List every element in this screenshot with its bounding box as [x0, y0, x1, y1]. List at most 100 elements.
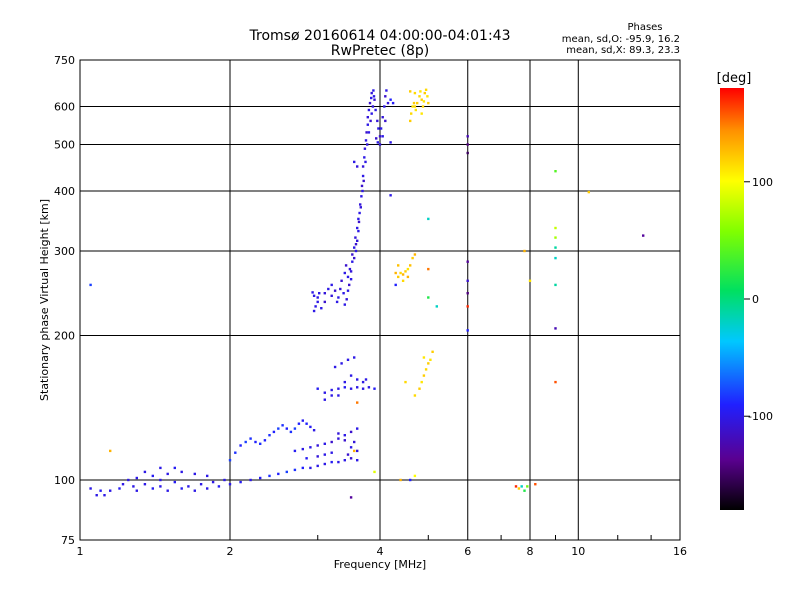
data-point [259, 442, 262, 445]
data-point [272, 430, 276, 434]
data-point [285, 427, 288, 430]
data-point [301, 419, 304, 422]
data-point [330, 460, 333, 464]
data-point [343, 439, 346, 442]
data-point [362, 179, 365, 183]
data-point [397, 275, 400, 279]
data-point [376, 119, 379, 123]
data-point [359, 206, 362, 209]
data-point [554, 226, 557, 230]
data-point [426, 95, 429, 98]
data-point [316, 464, 319, 468]
data-point [422, 356, 426, 359]
data-point [435, 305, 438, 308]
data-point [406, 267, 410, 271]
data-point [422, 100, 426, 103]
data-point [389, 98, 392, 101]
data-point [356, 239, 359, 242]
x-tick-label: 16 [673, 545, 687, 558]
data-point [401, 279, 405, 282]
data-point [427, 101, 430, 105]
data-point [330, 394, 333, 397]
data-point [249, 437, 252, 440]
data-point [159, 478, 162, 482]
data-point [323, 391, 326, 394]
data-point [340, 362, 343, 365]
data-point [333, 365, 337, 369]
data-point [249, 478, 252, 482]
data-point [554, 170, 557, 173]
data-point [318, 292, 321, 295]
data-point [378, 135, 382, 138]
data-point [293, 468, 297, 472]
data-point [420, 380, 423, 384]
data-point [404, 380, 407, 384]
data-point [361, 387, 365, 390]
data-point [263, 439, 267, 442]
data-point [373, 470, 376, 474]
data-point [356, 386, 359, 389]
data-point [173, 466, 176, 470]
data-point [366, 123, 369, 126]
data-point [353, 440, 356, 444]
data-point [399, 271, 402, 275]
data-point [523, 249, 526, 253]
data-point [554, 283, 557, 287]
data-point [356, 226, 359, 230]
data-point [363, 147, 367, 150]
colorbar-label: [deg] [717, 71, 752, 86]
data-point [389, 141, 392, 144]
data-point [337, 437, 340, 440]
data-point [199, 483, 203, 486]
y-tick-label: 400 [54, 185, 75, 198]
data-point [642, 234, 645, 237]
data-point [340, 279, 343, 282]
data-point [89, 283, 92, 287]
data-point [410, 112, 413, 115]
data-points [89, 88, 645, 499]
data-point [346, 275, 350, 279]
stats-line-x: mean, sd,X: 89.3, 23.3 [566, 45, 680, 56]
data-point [354, 236, 357, 239]
data-point [357, 217, 360, 221]
data-point [587, 190, 590, 194]
data-point [349, 374, 353, 377]
data-point [412, 101, 416, 105]
data-point [404, 270, 407, 273]
y-tick-label: 300 [54, 245, 75, 258]
data-point [356, 401, 359, 404]
data-point [528, 279, 532, 282]
data-point [337, 460, 340, 464]
data-point [311, 291, 314, 294]
data-point [431, 350, 434, 353]
data-point [384, 119, 387, 123]
data-point [103, 494, 106, 497]
data-point [353, 246, 356, 249]
data-point [193, 472, 196, 476]
data-point [514, 485, 518, 488]
data-point [327, 287, 330, 291]
data-point [554, 380, 557, 384]
data-point [360, 184, 364, 188]
data-point [413, 105, 417, 108]
data-point [370, 112, 373, 115]
data-point [554, 246, 557, 249]
data-point [422, 374, 426, 377]
data-point [364, 378, 368, 381]
colorbar [720, 88, 744, 510]
data-point [277, 427, 280, 430]
data-point [366, 116, 369, 119]
data-point [330, 440, 333, 444]
data-point [389, 194, 392, 197]
data-point [418, 95, 421, 98]
data-point [254, 440, 257, 444]
data-point [346, 289, 350, 292]
data-point [373, 98, 376, 101]
data-point [364, 139, 368, 142]
data-point [281, 424, 284, 427]
data-point [413, 394, 417, 397]
data-point [364, 160, 367, 164]
data-point [239, 480, 242, 484]
data-point [385, 89, 388, 92]
data-point [166, 489, 169, 492]
